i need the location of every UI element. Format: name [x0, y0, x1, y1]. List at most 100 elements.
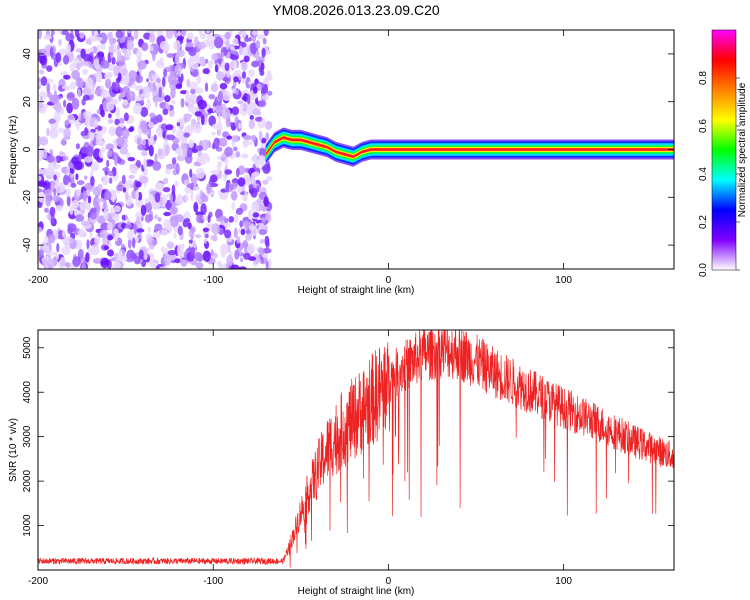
spectrogram-noise-cell — [63, 74, 71, 80]
spectrogram-noise-cell — [58, 39, 62, 46]
spectrogram-noise-cell — [38, 249, 44, 258]
spectrogram-noise-cell — [90, 176, 95, 186]
spectrogram-noise-cell — [219, 82, 228, 90]
spectrogram-noise-cell — [214, 104, 224, 115]
y-tick-label: 0 — [22, 146, 33, 152]
spectrogram-noise-cell — [106, 101, 115, 111]
spectrogram-noise-cell — [158, 87, 162, 99]
spectrogram-noise-cell — [97, 115, 101, 122]
spectrogram-noise-cell — [184, 193, 188, 203]
spectrogram-noise-cell — [77, 153, 82, 162]
spectrogram-noise-cell — [50, 30, 55, 36]
y-tick-label: 40 — [22, 48, 33, 60]
spectrogram-noise-cell — [141, 42, 149, 52]
spectrogram-noise-cell — [189, 81, 198, 90]
spectrogram-noise-cell — [189, 93, 195, 100]
spectrogram-noise-cell — [174, 258, 181, 264]
spectrogram-noise-cell — [91, 46, 98, 54]
spectrogram-noise-cell — [252, 253, 261, 265]
spectrogram-noise-cell — [216, 129, 222, 136]
spectrogram-noise-cell — [258, 100, 267, 108]
spectrogram-noise-cell — [250, 172, 255, 184]
spectrogram-noise-cell — [85, 145, 94, 158]
spectrogram-noise-cell — [195, 234, 202, 239]
spectrogram-noise-cell — [258, 229, 267, 236]
spectrogram-noise-cell — [94, 129, 99, 135]
spectrogram-noise-cell — [126, 249, 135, 261]
spectrogram-noise-cell — [67, 223, 77, 232]
spectrogram-noise-cell — [38, 181, 48, 188]
spectrogram-noise-cell — [186, 32, 194, 40]
spectrogram-noise-cell — [100, 257, 110, 269]
spectrogram-noise-cell — [165, 124, 174, 131]
spectrogram-noise-cell — [112, 260, 121, 269]
figure-title: YM08.2026.013.23.09.C20 — [272, 2, 440, 18]
spectrogram-noise-cell — [90, 128, 96, 133]
spectrogram-noise-cell — [181, 30, 187, 37]
spectrogram-noise-cell — [52, 83, 57, 90]
spectrogram-noise-cell — [164, 144, 170, 157]
spectrogram-noise-cell — [126, 39, 134, 51]
spectrogram-x-ticks: -200 -100 0 100 — [28, 30, 572, 286]
spectrogram-noise-cell — [265, 260, 269, 269]
spectrogram-noise-cell — [146, 30, 156, 34]
spectrogram-noise-cell — [155, 127, 163, 135]
spectrogram-noise-cell — [188, 139, 195, 148]
spectrogram-noise-cell — [39, 136, 49, 146]
spectrogram-noise-cell — [266, 90, 273, 96]
spectrogram-noise-cell — [64, 119, 70, 126]
spectrogram-noise-cell — [46, 127, 50, 137]
spectrogram-noise-cell — [50, 214, 55, 225]
spectrogram-noise-cell — [185, 42, 194, 48]
spectrogram-noise-cell — [45, 197, 51, 207]
spectrogram-noise-cell — [69, 173, 75, 179]
colorbar: 0.0 0.2 0.4 0.6 0.8 Normalized spectral ampl… — [698, 29, 748, 277]
spectrogram-noise-cell — [38, 107, 47, 114]
snr-panel: -200 -100 0 100 1000 2000 3000 4000 5000 Height… — [8, 329, 675, 597]
spectrogram-noise-cell — [149, 32, 156, 44]
spectrogram-noise-cell — [232, 37, 239, 45]
spectrogram-noise-cell — [253, 154, 257, 163]
spectrogram-noise-cell — [236, 167, 240, 178]
spectrogram-noise-cell — [222, 77, 230, 82]
spectrogram-noise-cell — [229, 54, 239, 60]
spectrogram-noise-cell — [70, 182, 77, 188]
spectrogram-noise-cell — [252, 86, 258, 94]
spectrogram-noise-cell — [242, 135, 252, 140]
spectrogram-x-axis-label: Height of straight line (km) — [298, 285, 415, 296]
spectrogram-noise-cell — [71, 69, 80, 80]
spectrogram-noise-cell — [246, 229, 251, 235]
spectrogram-noise-cell — [38, 149, 44, 161]
x-tick-label: -100 — [203, 275, 223, 286]
spectrogram-noise-cell — [230, 264, 240, 269]
spectrogram-noise-cell — [210, 83, 219, 93]
spectrogram-noise-cell — [113, 205, 121, 213]
spectrogram-noise-cell — [126, 49, 132, 58]
spectrogram-noise-cell — [190, 226, 196, 234]
spectrogram-noise-cell — [162, 187, 171, 193]
spectrogram-noise-cell — [82, 94, 90, 101]
spectrogram-noise-cell — [61, 246, 71, 256]
spectrogram-noise-cell — [148, 122, 155, 129]
spectrogram-noise-cell — [256, 34, 266, 40]
spectrogram-noise-cell — [135, 181, 142, 188]
colorbar-tick-label: 0.4 — [698, 167, 709, 181]
spectrogram-noise-cell — [101, 89, 110, 99]
spectrogram-noise-cell — [128, 174, 135, 180]
spectrogram-noise-cell — [194, 252, 203, 262]
spectrogram-noise-cell — [222, 90, 232, 102]
spectrogram-noise-cell — [98, 150, 104, 159]
spectrogram-noise-cell — [62, 137, 66, 146]
spectrogram-noise-cell — [118, 117, 125, 125]
snr-x-axis-label: Height of straight line (km) — [298, 586, 415, 597]
y-tick-label: 3000 — [22, 425, 33, 448]
signal-track-band — [265, 134, 674, 160]
spectrogram-noise-cell — [121, 214, 126, 221]
spectrogram-noise-cell — [124, 224, 133, 229]
spectrogram-noise-cell — [67, 114, 75, 120]
spectrogram-noise-cell — [237, 100, 244, 105]
spectrogram-noise-cell — [163, 68, 168, 78]
spectrogram-noise-cell — [152, 81, 157, 92]
spectrogram-noise-cell — [160, 246, 165, 253]
spectrogram-noise-cell — [79, 32, 85, 39]
